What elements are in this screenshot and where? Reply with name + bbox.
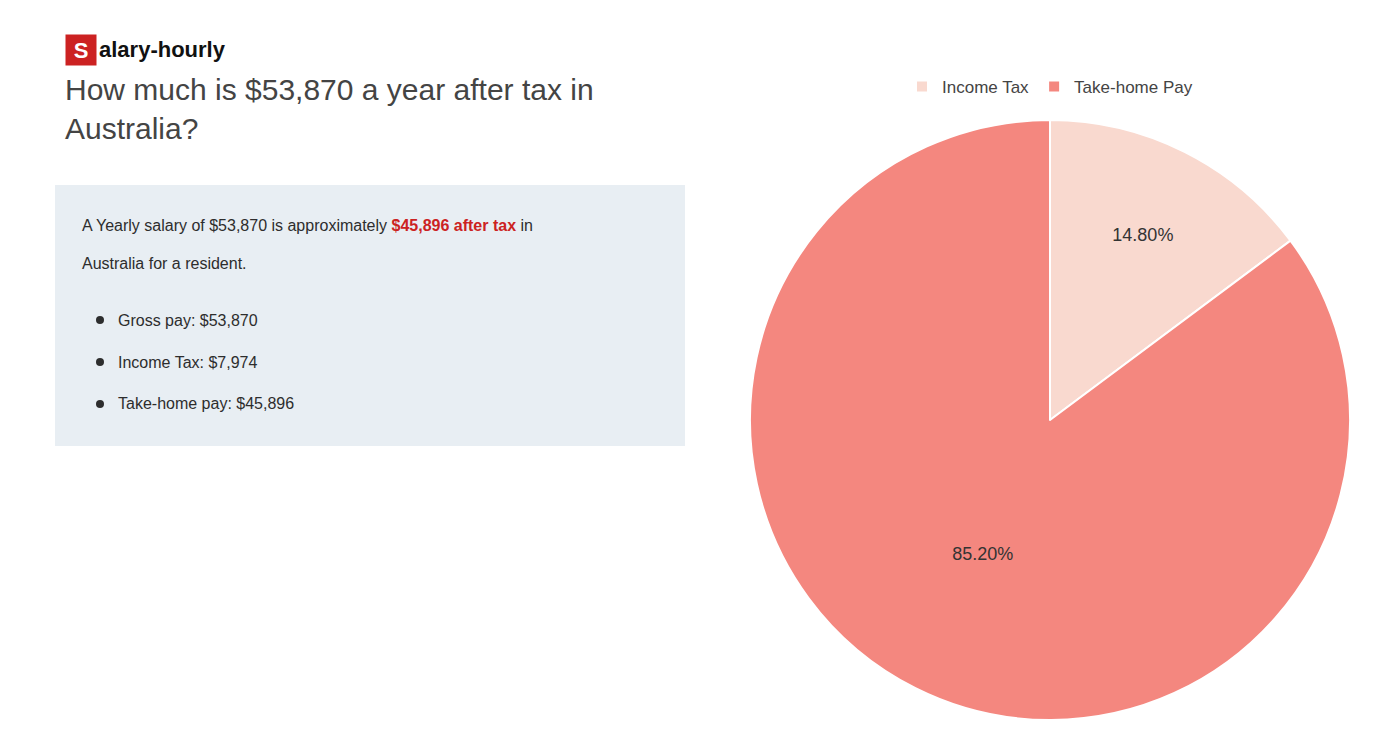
svg-text:Take-home pay: $45,896: Take-home pay: $45,896 xyxy=(118,395,294,412)
svg-text:A Yearly salary of $53,870 is: A Yearly salary of $53,870 is approximat… xyxy=(82,217,533,234)
svg-text:Australia for a resident.: Australia for a resident. xyxy=(82,255,247,272)
svg-text:alary-hourly: alary-hourly xyxy=(99,37,226,62)
svg-text:85.20%: 85.20% xyxy=(952,544,1013,564)
svg-text:S: S xyxy=(74,38,89,63)
svg-text:How much is $53,870 a year aft: How much is $53,870 a year after tax inA… xyxy=(65,73,594,145)
svg-text:14.80%: 14.80% xyxy=(1112,225,1173,245)
svg-text:Gross pay: $53,870: Gross pay: $53,870 xyxy=(118,312,258,329)
svg-text:Income Tax: Income Tax xyxy=(942,78,1029,97)
svg-text:Income Tax: $7,974: Income Tax: $7,974 xyxy=(118,354,257,371)
svg-text:Take-home Pay: Take-home Pay xyxy=(1074,78,1193,97)
